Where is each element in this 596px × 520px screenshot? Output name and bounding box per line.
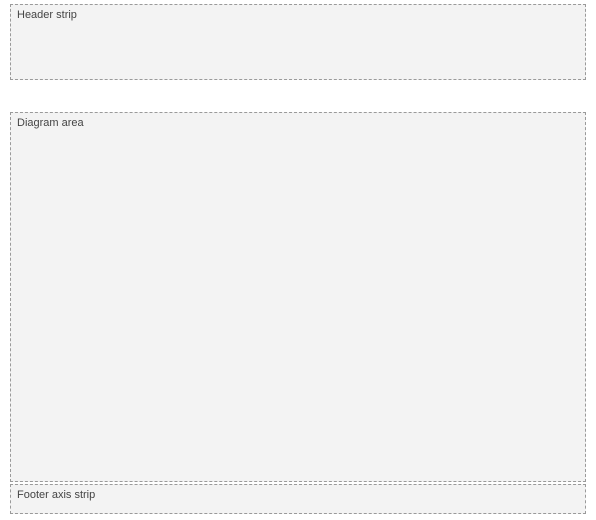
footer-region: Footer axis strip [10,484,586,514]
footer-caption: Footer axis strip [17,489,96,501]
diagram-region: Diagram area [10,112,586,482]
header-region: Header strip [10,4,586,80]
diagram-caption: Diagram area [17,117,84,129]
header-caption: Header strip [17,9,77,21]
